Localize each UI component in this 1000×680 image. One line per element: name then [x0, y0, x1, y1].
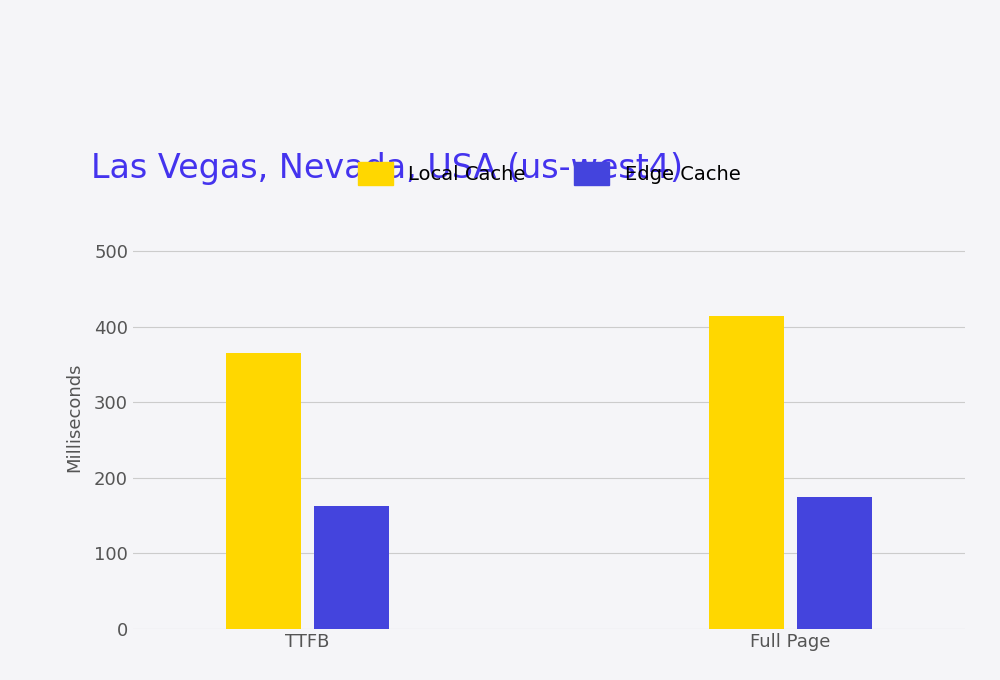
Bar [709, 316, 784, 628]
Bar [314, 506, 389, 628]
Bar [226, 354, 301, 628]
Text: Las Vegas, Nevada, USA (us-west4): Las Vegas, Nevada, USA (us-west4) [91, 152, 683, 186]
Legend: Local Cache, Edge Cache: Local Cache, Edge Cache [348, 152, 750, 194]
Bar [797, 496, 872, 628]
Y-axis label: Milliseconds: Milliseconds [65, 362, 83, 472]
